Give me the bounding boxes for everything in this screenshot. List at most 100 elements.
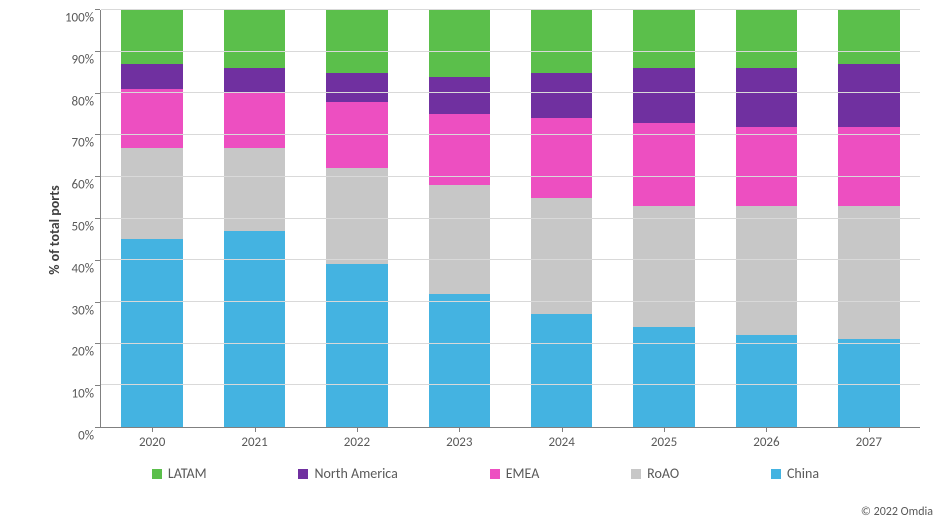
bar-segment xyxy=(429,114,490,185)
bar-segment xyxy=(838,10,899,64)
bar-segment xyxy=(531,73,592,119)
bar-segment xyxy=(224,148,285,231)
bar-slot: 2024 xyxy=(511,10,613,427)
y-tick-label: 70% xyxy=(46,136,94,151)
bar-segment xyxy=(838,64,899,127)
bar-segment xyxy=(736,127,797,206)
bar-segment xyxy=(736,206,797,335)
bar-segment xyxy=(429,77,490,115)
y-tick-label: 10% xyxy=(46,387,94,402)
x-tick-label: 2024 xyxy=(549,435,575,450)
bar-segment xyxy=(224,231,285,427)
bar-segment xyxy=(224,68,285,93)
bar-segment xyxy=(326,73,387,102)
legend-label: LATAM xyxy=(168,465,207,482)
bar-slot: 2022 xyxy=(306,10,408,427)
x-tick-label: 2027 xyxy=(856,435,882,450)
x-tick-label: 2023 xyxy=(446,435,472,450)
bar-segment xyxy=(326,168,387,264)
bar-column xyxy=(633,10,694,427)
legend-swatch xyxy=(490,469,500,479)
bar-segment xyxy=(224,10,285,68)
legend-item: EMEA xyxy=(490,465,540,482)
bar-segment xyxy=(531,198,592,315)
bars-region: 20202021202220232024202520262027 xyxy=(101,10,920,427)
y-tick-label: 20% xyxy=(46,345,94,360)
grid-line xyxy=(101,134,920,135)
x-tick-label: 2021 xyxy=(241,435,267,450)
bar-segment xyxy=(429,185,490,293)
bar-segment xyxy=(838,339,899,427)
legend-swatch xyxy=(631,469,641,479)
y-tick-label: 60% xyxy=(46,178,94,193)
bar-segment xyxy=(633,206,694,327)
grid-line xyxy=(101,259,920,260)
legend-item: RoAO xyxy=(631,465,679,482)
bar-segment xyxy=(121,239,182,427)
bar-segment xyxy=(838,127,899,206)
bar-segment xyxy=(736,68,797,126)
grid-line xyxy=(101,218,920,219)
bar-segment xyxy=(326,10,387,73)
legend-label: North America xyxy=(314,465,397,482)
x-tick-mark xyxy=(664,427,665,432)
x-tick-mark xyxy=(869,427,870,432)
x-tick-mark xyxy=(459,427,460,432)
x-tick-mark xyxy=(255,427,256,432)
bar-segment xyxy=(633,10,694,68)
x-tick-mark xyxy=(357,427,358,432)
bar-slot: 2021 xyxy=(203,10,305,427)
grid-line xyxy=(101,92,920,93)
legend-label: RoAO xyxy=(647,465,679,482)
bar-segment xyxy=(224,93,285,147)
x-tick-label: 2022 xyxy=(344,435,370,450)
x-tick-label: 2020 xyxy=(139,435,165,450)
legend-item: North America xyxy=(298,465,397,482)
bar-column xyxy=(838,10,899,427)
copyright-text: © 2022 Omdia xyxy=(861,505,933,519)
chart-container: % of total ports 0%10%20%30%40%50%60%70%… xyxy=(20,10,920,450)
bar-segment xyxy=(121,89,182,147)
x-tick-label: 2025 xyxy=(651,435,677,450)
bar-slot: 2025 xyxy=(613,10,715,427)
y-tick-label: 40% xyxy=(46,261,94,276)
bar-segment xyxy=(429,10,490,77)
bar-slot: 2027 xyxy=(818,10,920,427)
legend-swatch xyxy=(771,469,781,479)
y-axis: 0%10%20%30%40%50%60%70%80%90%100% xyxy=(45,10,100,450)
bar-segment xyxy=(326,264,387,427)
y-tick-label: 80% xyxy=(46,94,94,109)
bar-column xyxy=(121,10,182,427)
y-tick-label: 100% xyxy=(46,11,94,26)
x-tick-mark xyxy=(766,427,767,432)
bar-segment xyxy=(429,294,490,427)
y-tick-label: 30% xyxy=(46,303,94,318)
bar-column xyxy=(224,10,285,427)
bar-segment xyxy=(531,118,592,197)
bar-slot: 2026 xyxy=(715,10,817,427)
grid-line xyxy=(101,51,920,52)
legend-item: China xyxy=(771,465,819,482)
legend-label: EMEA xyxy=(506,465,540,482)
x-tick-mark xyxy=(152,427,153,432)
bar-column xyxy=(326,10,387,427)
y-tick-label: 0% xyxy=(46,429,94,444)
grid-line xyxy=(101,9,920,10)
grid-line xyxy=(101,301,920,302)
legend-swatch xyxy=(298,469,308,479)
bar-segment xyxy=(736,335,797,427)
bar-slot: 2023 xyxy=(408,10,510,427)
bar-segment xyxy=(121,148,182,240)
bar-column xyxy=(736,10,797,427)
bar-segment xyxy=(121,64,182,89)
grid-line xyxy=(101,384,920,385)
legend: LATAM North America EMEA RoAO China xyxy=(60,465,911,482)
bar-segment xyxy=(633,68,694,122)
bar-column xyxy=(429,10,490,427)
legend-swatch xyxy=(152,469,162,479)
bar-segment xyxy=(121,10,182,64)
legend-item: LATAM xyxy=(152,465,207,482)
grid-line xyxy=(101,176,920,177)
bar-column xyxy=(531,10,592,427)
x-tick-mark xyxy=(562,427,563,432)
